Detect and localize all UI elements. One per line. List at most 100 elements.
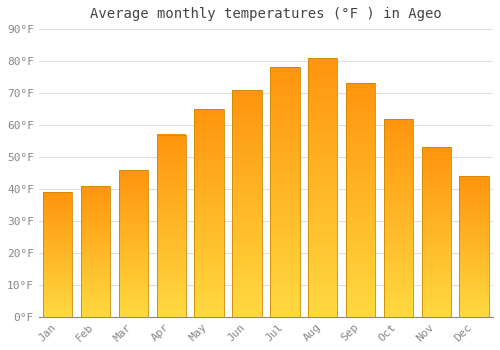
Bar xyxy=(270,302,300,303)
Bar xyxy=(156,264,186,265)
Bar xyxy=(81,228,110,229)
Bar xyxy=(194,236,224,237)
Bar xyxy=(308,295,338,296)
Bar xyxy=(194,253,224,254)
Bar xyxy=(308,177,338,178)
Bar xyxy=(270,86,300,88)
Bar xyxy=(118,215,148,216)
Bar xyxy=(346,246,376,247)
Bar xyxy=(81,225,110,226)
Bar xyxy=(156,284,186,285)
Bar xyxy=(232,254,262,256)
Bar xyxy=(422,155,451,156)
Bar xyxy=(422,283,451,284)
Bar xyxy=(346,174,376,176)
Bar xyxy=(194,288,224,289)
Bar xyxy=(232,276,262,277)
Bar xyxy=(270,178,300,180)
Bar xyxy=(422,210,451,211)
Bar xyxy=(232,236,262,237)
Bar xyxy=(270,195,300,196)
Bar xyxy=(81,234,110,235)
Bar xyxy=(43,253,72,254)
Bar xyxy=(384,127,413,128)
Bar xyxy=(308,176,338,177)
Bar xyxy=(232,206,262,208)
Bar xyxy=(346,132,376,134)
Bar xyxy=(270,99,300,100)
Bar xyxy=(346,214,376,215)
Bar xyxy=(232,202,262,203)
Bar xyxy=(232,144,262,145)
Bar xyxy=(118,204,148,205)
Bar xyxy=(194,159,224,160)
Bar xyxy=(384,264,413,265)
Bar xyxy=(81,279,110,280)
Bar xyxy=(346,275,376,276)
Bar xyxy=(346,93,376,94)
Bar xyxy=(346,215,376,216)
Bar xyxy=(422,152,451,153)
Bar xyxy=(384,300,413,301)
Bar xyxy=(43,241,72,242)
Bar xyxy=(118,223,148,224)
Bar xyxy=(194,206,224,208)
Bar xyxy=(194,291,224,292)
Bar xyxy=(270,224,300,226)
Bar xyxy=(422,178,451,179)
Bar xyxy=(460,275,489,276)
Bar xyxy=(232,217,262,218)
Bar xyxy=(270,111,300,112)
Bar xyxy=(308,315,338,317)
Bar xyxy=(460,248,489,249)
Bar xyxy=(194,295,224,296)
Bar xyxy=(346,177,376,178)
Bar xyxy=(232,138,262,139)
Bar xyxy=(43,244,72,245)
Bar xyxy=(346,297,376,298)
Bar xyxy=(43,245,72,246)
Bar xyxy=(43,210,72,211)
Bar xyxy=(308,240,338,242)
Bar xyxy=(194,212,224,213)
Bar xyxy=(194,250,224,251)
Bar xyxy=(118,214,148,215)
Bar xyxy=(118,203,148,204)
Bar xyxy=(194,158,224,159)
Bar xyxy=(270,184,300,186)
Bar xyxy=(422,276,451,277)
Bar xyxy=(232,186,262,187)
Bar xyxy=(308,58,338,59)
Bar xyxy=(346,234,376,235)
Bar xyxy=(81,259,110,260)
Bar xyxy=(194,269,224,270)
Bar xyxy=(270,191,300,192)
Bar xyxy=(384,149,413,150)
Bar xyxy=(270,77,300,79)
Bar xyxy=(346,101,376,102)
Bar xyxy=(270,161,300,162)
Bar xyxy=(346,86,376,87)
Bar xyxy=(156,134,186,317)
Bar xyxy=(232,103,262,105)
Bar xyxy=(422,296,451,297)
Bar xyxy=(384,275,413,276)
Bar xyxy=(308,183,338,185)
Bar xyxy=(308,288,338,289)
Bar xyxy=(156,294,186,295)
Bar xyxy=(308,181,338,182)
Bar xyxy=(460,210,489,211)
Bar xyxy=(460,212,489,213)
Bar xyxy=(346,122,376,123)
Bar xyxy=(270,89,300,90)
Bar xyxy=(270,112,300,113)
Bar xyxy=(270,173,300,175)
Bar xyxy=(156,272,186,273)
Bar xyxy=(460,262,489,263)
Bar xyxy=(118,278,148,279)
Bar xyxy=(43,274,72,275)
Bar xyxy=(308,167,338,168)
Bar xyxy=(43,252,72,253)
Bar xyxy=(270,76,300,77)
Bar xyxy=(232,222,262,223)
